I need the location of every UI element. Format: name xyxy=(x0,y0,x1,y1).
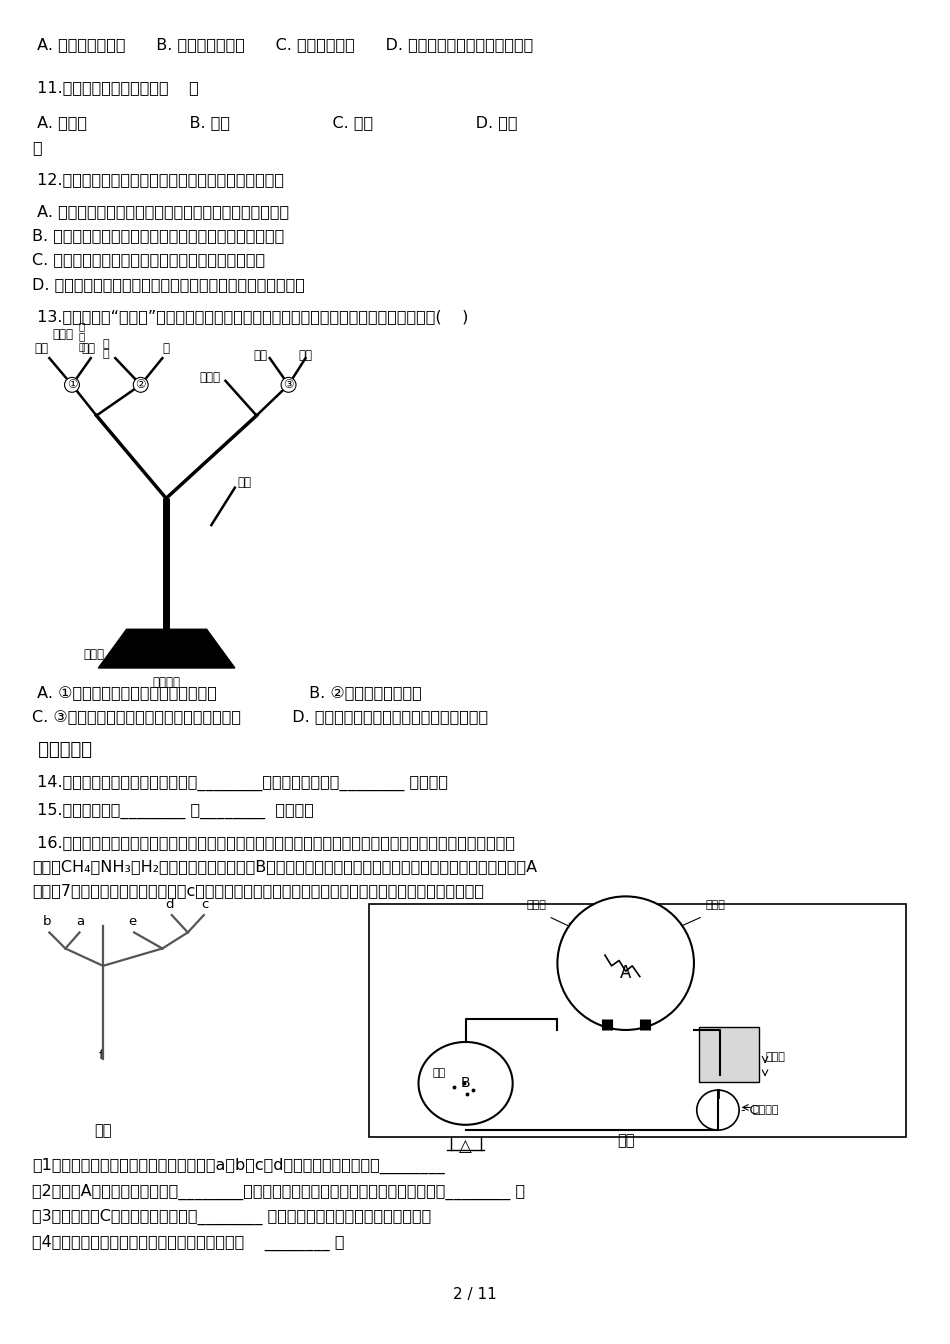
Text: 草履虫: 草履虫 xyxy=(84,648,104,661)
Text: 图一: 图一 xyxy=(94,1124,112,1138)
Text: A. 有机小分子形成      B. 有机大分子形成      C. 原始界膜形成      D. 由多分子体系进化为原始生命: A. 有机小分子形成 B. 有机大分子形成 C. 原始界膜形成 D. 由多分子体… xyxy=(32,38,534,52)
Text: 蜥
蜴: 蜥 蜴 xyxy=(102,339,108,359)
Text: ②: ② xyxy=(136,378,146,391)
Text: 负电极: 负电极 xyxy=(526,899,546,910)
Text: 克: 克 xyxy=(32,140,42,156)
Text: e: e xyxy=(128,915,137,929)
Text: 鲫鱼: 鲫鱼 xyxy=(82,343,95,355)
Text: A. ①所在树枝上的动物身体背部有脊柱                  B. ②代表的是爬行动物: A. ①所在树枝上的动物身体背部有脊柱 B. ②代表的是爬行动物 xyxy=(32,685,422,700)
Text: c: c xyxy=(201,898,208,911)
Text: △: △ xyxy=(459,1137,472,1154)
Text: 、4、图二中的模拟实验，支持了生命起源过程的    ________ ．: 、4、图二中的模拟实验，支持了生命起源过程的 ________ ． xyxy=(32,1234,345,1250)
Text: 原始生命: 原始生命 xyxy=(152,676,180,689)
Text: B. 根据郑氏始孔子鸟化石推测鸟类可能由两栖类进化而来: B. 根据郑氏始孔子鸟化石推测鸟类可能由两栖类进化而来 xyxy=(32,228,285,243)
Ellipse shape xyxy=(558,896,694,1030)
Text: 大熊猫: 大熊猫 xyxy=(52,328,73,341)
Text: 16.图一所示的是进化树，简要表示几种生物之间的亲缘关系，图二是美国学者米勒设计的一个模拟装置．抽真: 16.图一所示的是进化树，简要表示几种生物之间的亲缘关系，图二是美国学者米勒设计… xyxy=(32,835,516,849)
Text: 内放电7天，经冷却后，产物沉积在c中，产物含有包括氨基酸在内的多种有机物．请据图答复以下问题：: 内放电7天，经冷却后，产物沉积在c中，产物含有包括氨基酸在内的多种有机物．请据图… xyxy=(32,883,484,898)
Text: 琪桐: 琪桐 xyxy=(298,349,313,362)
Text: 猫: 猫 xyxy=(162,343,169,355)
Text: 冷却水: 冷却水 xyxy=(765,1051,785,1062)
Text: 蝗虫: 蝗虫 xyxy=(34,343,48,355)
FancyBboxPatch shape xyxy=(369,905,906,1137)
Text: ①: ① xyxy=(66,378,77,391)
Text: - C: - C xyxy=(741,1103,758,1117)
Text: 取样活塞: 取样活塞 xyxy=(752,1105,779,1116)
Ellipse shape xyxy=(419,1042,513,1125)
Text: 丹
顶
鹤: 丹 顶 鹤 xyxy=(78,321,85,351)
Text: f: f xyxy=(99,1050,104,1062)
Text: 、3、图二中的C装置里的液体相当于________ ，图一中各种生物都可能起源于这里．: 、3、图二中的C装置里的液体相当于________ ，图一中各种生物都可能起源于… xyxy=(32,1210,431,1226)
Text: B: B xyxy=(461,1077,470,1090)
Text: b: b xyxy=(44,915,51,929)
Text: 空后将CH₄、NH₃、H₂泵入玻璃仪器内，再把B中的水煮沸，使水蒸气驱动混合气体在玻璃管内流动，然后在A: 空后将CH₄、NH₃、H₂泵入玻璃仪器内，再把B中的水煮沸，使水蒸气驱动混合气体… xyxy=(32,859,538,874)
Text: A. 达尔文                    B. 哈维                    C. 林奈                    D. 拉: A. 达尔文 B. 哈维 C. 林奈 D. 拉 xyxy=(32,116,518,130)
Text: 2 / 11: 2 / 11 xyxy=(453,1288,497,1302)
Text: 11.生物进化论的创始人是【    】: 11.生物进化论的创始人是【 】 xyxy=(32,81,200,95)
Text: 、1、从图一的进化树中我们可以推测出：a、b、c、d四种生物的共同祖先是________: 、1、从图一的进化树中我们可以推测出：a、b、c、d四种生物的共同祖先是____… xyxy=(32,1159,446,1175)
Text: 葫芦藓: 葫芦藓 xyxy=(199,371,220,384)
Text: 12.以下关于生物进化的历程和趋势．正确的选项是【】: 12.以下关于生物进化的历程和趋势．正确的选项是【】 xyxy=(32,172,284,187)
Text: 14.生物的变异一般是不定向的，而________是定向的，决定着________ 的方向。: 14.生物的变异一般是不定向的，而________是定向的，决定着_______… xyxy=(32,775,448,792)
Polygon shape xyxy=(99,629,235,668)
Text: 15.生物进化是由________ 和________  决定的．: 15.生物进化是由________ 和________ 决定的． xyxy=(32,802,314,818)
Text: d: d xyxy=(165,898,174,911)
FancyBboxPatch shape xyxy=(699,1027,759,1082)
Text: 13.如图的生物“进化树”形象而简明地表示了生物进化的主要历程。据图可知正确的选项是(    ): 13.如图的生物“进化树”形象而简明地表示了生物进化的主要历程。据图可知正确的选… xyxy=(32,309,468,324)
Ellipse shape xyxy=(696,1090,739,1130)
Text: 图二: 图二 xyxy=(617,1133,635,1148)
Text: D. 生物的进化是由水生到陆生，由简单到复杂，由低等到高等: D. 生物的进化是由水生到陆生，由简单到复杂，由低等到高等 xyxy=(32,277,305,292)
Text: 正电极: 正电极 xyxy=(705,899,725,910)
Text: C. ③代表的植物类群，其种子外面无果皮包被          D. 琪桐与桫椤的亲缘关系较琪桐与海带的远: C. ③代表的植物类群，其种子外面无果皮包被 D. 琪桐与桫椤的亲缘关系较琪桐与… xyxy=(32,710,488,724)
Text: 、2、图二A装置中的气体相当于________，与现在的大气成分相比，其主要区别是不含有________ ．: 、2、图二A装置中的气体相当于________，与现在的大气成分相比，其主要区别… xyxy=(32,1184,525,1200)
Text: a: a xyxy=(76,915,85,929)
Text: 桫椤: 桫椤 xyxy=(254,349,267,362)
Text: A: A xyxy=(620,964,632,981)
Text: ③: ③ xyxy=(283,378,294,391)
Text: C. 最低等的植物是蕨类植物，它可以进化成种子植物: C. 最低等的植物是蕨类植物，它可以进化成种子植物 xyxy=(32,253,266,267)
Text: A. 在地质年代较晚近的地层中不可能找到低等生物的化石: A. 在地质年代较晚近的地层中不可能找到低等生物的化石 xyxy=(32,204,290,219)
Text: 海带: 海带 xyxy=(238,476,252,489)
Text: 沸水: 沸水 xyxy=(432,1067,446,1078)
Text: 二、填空题: 二、填空题 xyxy=(32,742,92,759)
